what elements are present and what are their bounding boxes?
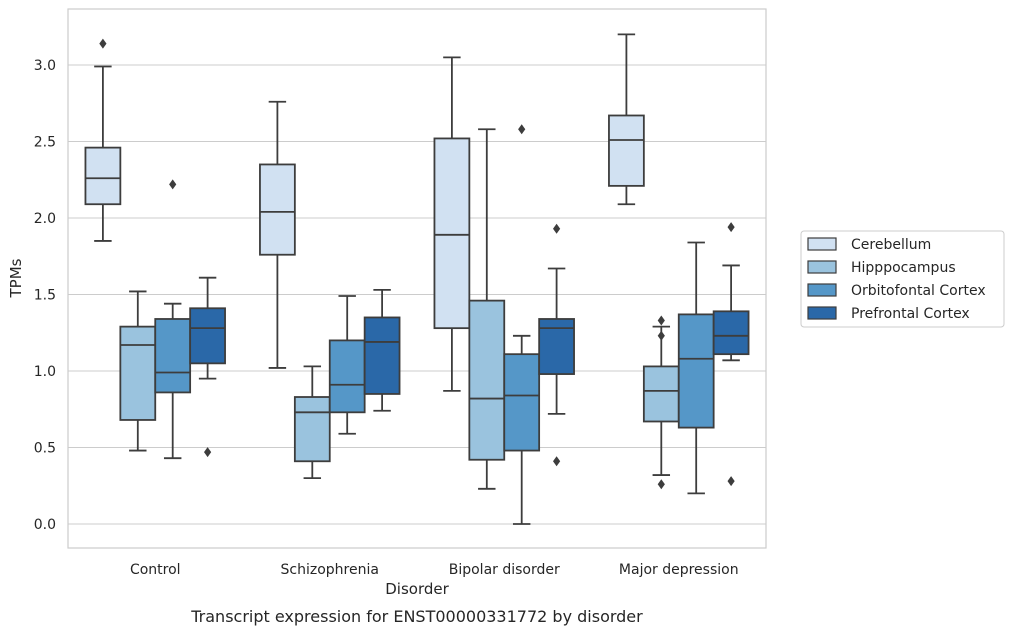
box-hipppocampus-0 [119, 290, 157, 452]
y-axis-title: TPMs [7, 258, 25, 298]
box-orbitofontal-cortex-1 [328, 295, 366, 435]
y-tick-label: 2.5 [34, 135, 56, 151]
x-tick-labels: Control Schizophrenia Bipolar disorder Majo… [130, 562, 739, 578]
box-body [503, 353, 541, 452]
x-tick-label: Schizophrenia [281, 562, 379, 578]
box-prefrontal-cortex-1 [363, 289, 401, 412]
outlier-point [657, 330, 665, 341]
outlier-point [657, 315, 665, 326]
box-body [154, 318, 192, 394]
box-orbitofontal-cortex-3 [677, 241, 715, 495]
legend-swatch [807, 283, 837, 297]
y-tick-label: 1.5 [34, 288, 56, 304]
chart-caption: Transcript expression for ENST0000033177… [190, 607, 643, 626]
outlier-point [553, 223, 561, 234]
box-body [608, 114, 645, 187]
box-body [328, 339, 366, 414]
outlier-point [204, 447, 212, 458]
x-tick-label: Major depression [619, 562, 739, 578]
plot-frame [67, 8, 767, 549]
legend-frame [800, 230, 1005, 328]
legend-label: Orbitofontal Cortex [851, 283, 986, 299]
y-tick-label: 0.5 [34, 441, 56, 457]
box-cerebellum-0 [84, 38, 122, 242]
box-body [293, 396, 331, 463]
legend-swatch [807, 237, 837, 251]
box-hipppocampus-3 [642, 315, 680, 490]
box-orbitofontal-cortex-2 [503, 124, 541, 525]
box-body [677, 313, 715, 429]
box-body [189, 307, 226, 365]
box-body [642, 365, 680, 423]
box-body [433, 137, 471, 330]
box-body [363, 316, 401, 395]
y-tick-label: 1.0 [34, 364, 56, 380]
outlier-point [99, 38, 107, 49]
y-tick-label: 3.0 [34, 58, 56, 74]
legend-label: Prefrontal Cortex [851, 306, 970, 322]
outlier-point [657, 479, 665, 490]
legend-swatch [807, 306, 837, 320]
x-tick-label: Bipolar disorder [449, 562, 560, 578]
box-body [119, 325, 157, 421]
box-prefrontal-cortex-0 [189, 276, 226, 458]
box-prefrontal-cortex-2 [538, 223, 575, 467]
legend-label: Cerebellum [851, 237, 931, 253]
box-hipppocampus-2 [468, 128, 506, 490]
box-hipppocampus-1 [293, 365, 331, 480]
box-prefrontal-cortex-3 [712, 222, 750, 487]
box-body [259, 163, 296, 256]
outlier-point [553, 456, 561, 467]
boxes-layer [84, 33, 750, 525]
box-body [468, 299, 506, 461]
y-tick-label: 2.0 [34, 211, 56, 227]
x-axis-title: Disorder [385, 580, 449, 598]
legend-swatch [807, 260, 837, 274]
box-cerebellum-3 [608, 33, 645, 206]
outlier-point [518, 124, 526, 135]
outlier-point [169, 179, 177, 190]
outlier-point [727, 476, 735, 487]
legend-label: Hipppocampus [851, 260, 956, 276]
x-tick-label: Control [130, 562, 181, 578]
box-cerebellum-2 [433, 56, 471, 392]
box-body [712, 310, 750, 356]
box-cerebellum-1 [259, 100, 296, 369]
outlier-point [727, 222, 735, 233]
y-tick-labels: 0.0 0.5 1.0 1.5 2.0 2.5 3.0 [34, 58, 56, 533]
y-tick-label: 0.0 [34, 517, 56, 533]
box-body [538, 318, 575, 375]
legend: Cerebellum Hipppocampus Orbitofontal Corte… [800, 230, 1005, 328]
box-body [84, 146, 122, 206]
